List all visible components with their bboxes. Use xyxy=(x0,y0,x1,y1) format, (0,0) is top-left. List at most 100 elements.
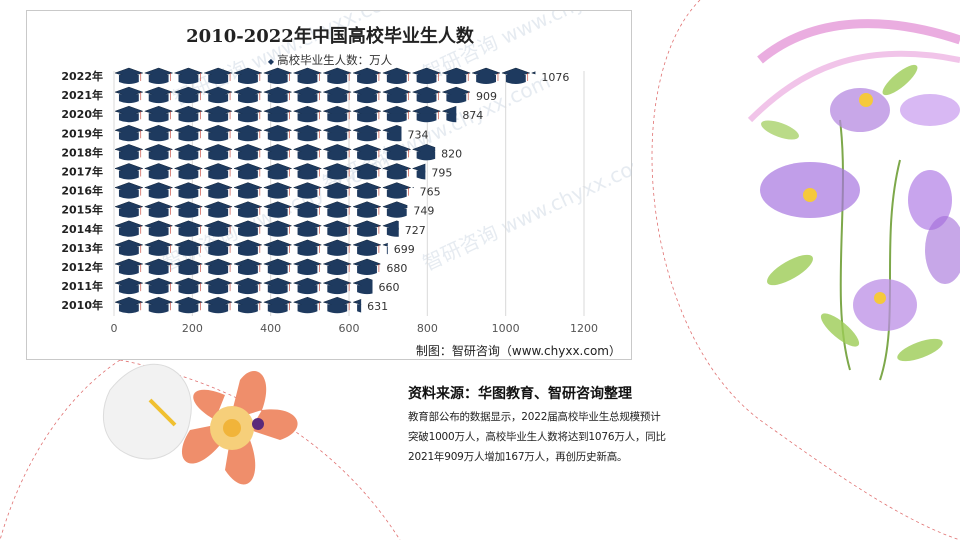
graduation-cap-icon xyxy=(352,67,382,84)
graduation-cap-icon xyxy=(263,182,293,199)
graduation-cap-icon xyxy=(203,182,233,199)
y-tick-label: 2020年 xyxy=(61,107,103,121)
graduation-cap-icon xyxy=(203,239,233,256)
x-tick-label: 600 xyxy=(339,322,360,335)
bar xyxy=(114,277,373,295)
graduation-cap-icon xyxy=(114,258,144,275)
graduation-cap-icon xyxy=(203,277,233,295)
graduation-cap-icon xyxy=(352,201,382,218)
graduation-cap-icon xyxy=(173,105,204,123)
graduation-cap-icon xyxy=(233,125,263,142)
graduation-cap-icon xyxy=(233,239,263,256)
graduation-cap-icon xyxy=(292,296,323,314)
graduation-cap-icon xyxy=(322,220,352,237)
graduation-cap-icon xyxy=(143,277,174,295)
y-tick-label: 2022年 xyxy=(61,69,103,83)
graduation-cap-icon xyxy=(382,67,412,84)
graduation-cap-icon xyxy=(203,201,233,218)
graduation-cap-icon xyxy=(352,86,382,104)
graduation-cap-icon xyxy=(352,239,382,256)
graduation-cap-icon xyxy=(292,144,323,161)
bar xyxy=(114,144,436,161)
chart-panel: 智研咨询 www.chyxx.com 智研咨询 www.chyxx.com 智研咨询… xyxy=(26,10,633,360)
graduation-cap-icon xyxy=(292,86,323,104)
graduation-cap-icon xyxy=(143,144,174,161)
graduation-cap-icon xyxy=(233,86,263,104)
source-description: 教育部公布的数据显示，2022届高校毕业生总规模预计突破1000万人，高校毕业生… xyxy=(408,411,666,463)
graduation-cap-icon xyxy=(292,67,323,84)
dashed-arc-left xyxy=(0,359,121,540)
bar xyxy=(114,105,457,123)
graduation-cap-icon xyxy=(441,86,471,104)
bar xyxy=(114,239,388,256)
graduation-cap-icon xyxy=(173,86,204,104)
graduation-cap-icon xyxy=(322,144,352,161)
graduation-cap-icon xyxy=(173,163,204,180)
graduation-cap-icon xyxy=(233,67,263,84)
bar xyxy=(114,182,414,199)
graduation-cap-icon xyxy=(292,163,323,180)
graduation-cap-icon xyxy=(441,105,457,123)
data-label: 874 xyxy=(462,109,483,122)
graduation-cap-icon xyxy=(114,182,144,199)
data-label: 734 xyxy=(407,128,428,141)
data-label: 909 xyxy=(476,90,497,103)
graduation-cap-icon xyxy=(263,296,293,314)
graduation-cap-icon xyxy=(263,277,293,295)
graduation-cap-icon xyxy=(263,201,293,218)
graduation-cap-icon xyxy=(322,296,352,314)
graduation-cap-icon xyxy=(322,125,352,142)
graduation-cap-icon xyxy=(382,163,412,180)
graduation-cap-icon xyxy=(173,125,204,142)
graduation-cap-icon xyxy=(322,201,352,218)
graduation-cap-icon xyxy=(143,163,174,180)
chart-legend: ◆ 高校毕业生人数：万人 xyxy=(27,52,633,68)
source-title: 资料来源：华图教育、智研咨询整理 xyxy=(408,386,632,402)
graduation-cap-icon xyxy=(352,277,373,295)
graduation-cap-icon xyxy=(263,86,293,104)
graduation-cap-icon xyxy=(143,105,174,123)
graduation-cap-icon xyxy=(233,144,263,161)
x-tick-label: 0 xyxy=(111,322,118,335)
graduation-cap-icon xyxy=(114,296,144,314)
graduation-cap-icon xyxy=(382,182,412,199)
data-label: 795 xyxy=(431,167,452,180)
graduation-cap-icon xyxy=(263,239,293,256)
graduation-cap-icon xyxy=(411,67,442,84)
graduation-cap-icon xyxy=(233,163,263,180)
graduation-cap-icon xyxy=(143,182,174,199)
chart-credit: 制图：智研咨询（www.chyxx.com） xyxy=(415,344,621,358)
y-tick-label: 2011年 xyxy=(61,279,103,293)
chart-title: 2010-2022年中国高校毕业生人数 xyxy=(186,26,474,47)
graduation-cap-icon xyxy=(173,258,204,275)
x-tick-label: 1200 xyxy=(570,322,598,335)
bar xyxy=(114,220,399,237)
y-tick-label: 2017年 xyxy=(61,165,103,179)
graduation-cap-icon xyxy=(114,105,144,123)
x-tick-label: 200 xyxy=(182,322,203,335)
graduation-cap-icon xyxy=(263,220,293,237)
graduation-cap-icon xyxy=(203,144,233,161)
graduation-cap-icon xyxy=(233,105,263,123)
data-labels: 1076 909 874 734 820 795 765 749 727 699 680 660 631 xyxy=(367,71,569,313)
bar-chart: 智研咨询 www.chyxx.com 智研咨询 www.chyxx.com智研咨询… xyxy=(61,11,633,335)
graduation-cap-icon xyxy=(203,67,233,84)
graduation-cap-icon xyxy=(352,125,382,142)
graduation-cap-icon xyxy=(173,67,204,84)
graduation-cap-icon xyxy=(471,67,501,84)
graduation-cap-icon xyxy=(382,220,399,237)
graduation-cap-icon xyxy=(114,125,144,142)
y-tick-label: 2021年 xyxy=(61,88,103,102)
x-tick-label: 800 xyxy=(417,322,438,335)
graduation-cap-icon xyxy=(292,258,323,275)
graduation-cap-icon xyxy=(233,258,263,275)
graduation-cap-icon xyxy=(382,144,412,161)
graduation-cap-icon xyxy=(114,239,144,256)
graduation-cap-icon xyxy=(352,299,362,313)
bar xyxy=(114,86,471,104)
bar xyxy=(114,125,402,142)
legend-label: 高校毕业生人数：万人 xyxy=(277,53,393,67)
graduation-cap-icon xyxy=(203,125,233,142)
data-label: 660 xyxy=(379,281,400,294)
